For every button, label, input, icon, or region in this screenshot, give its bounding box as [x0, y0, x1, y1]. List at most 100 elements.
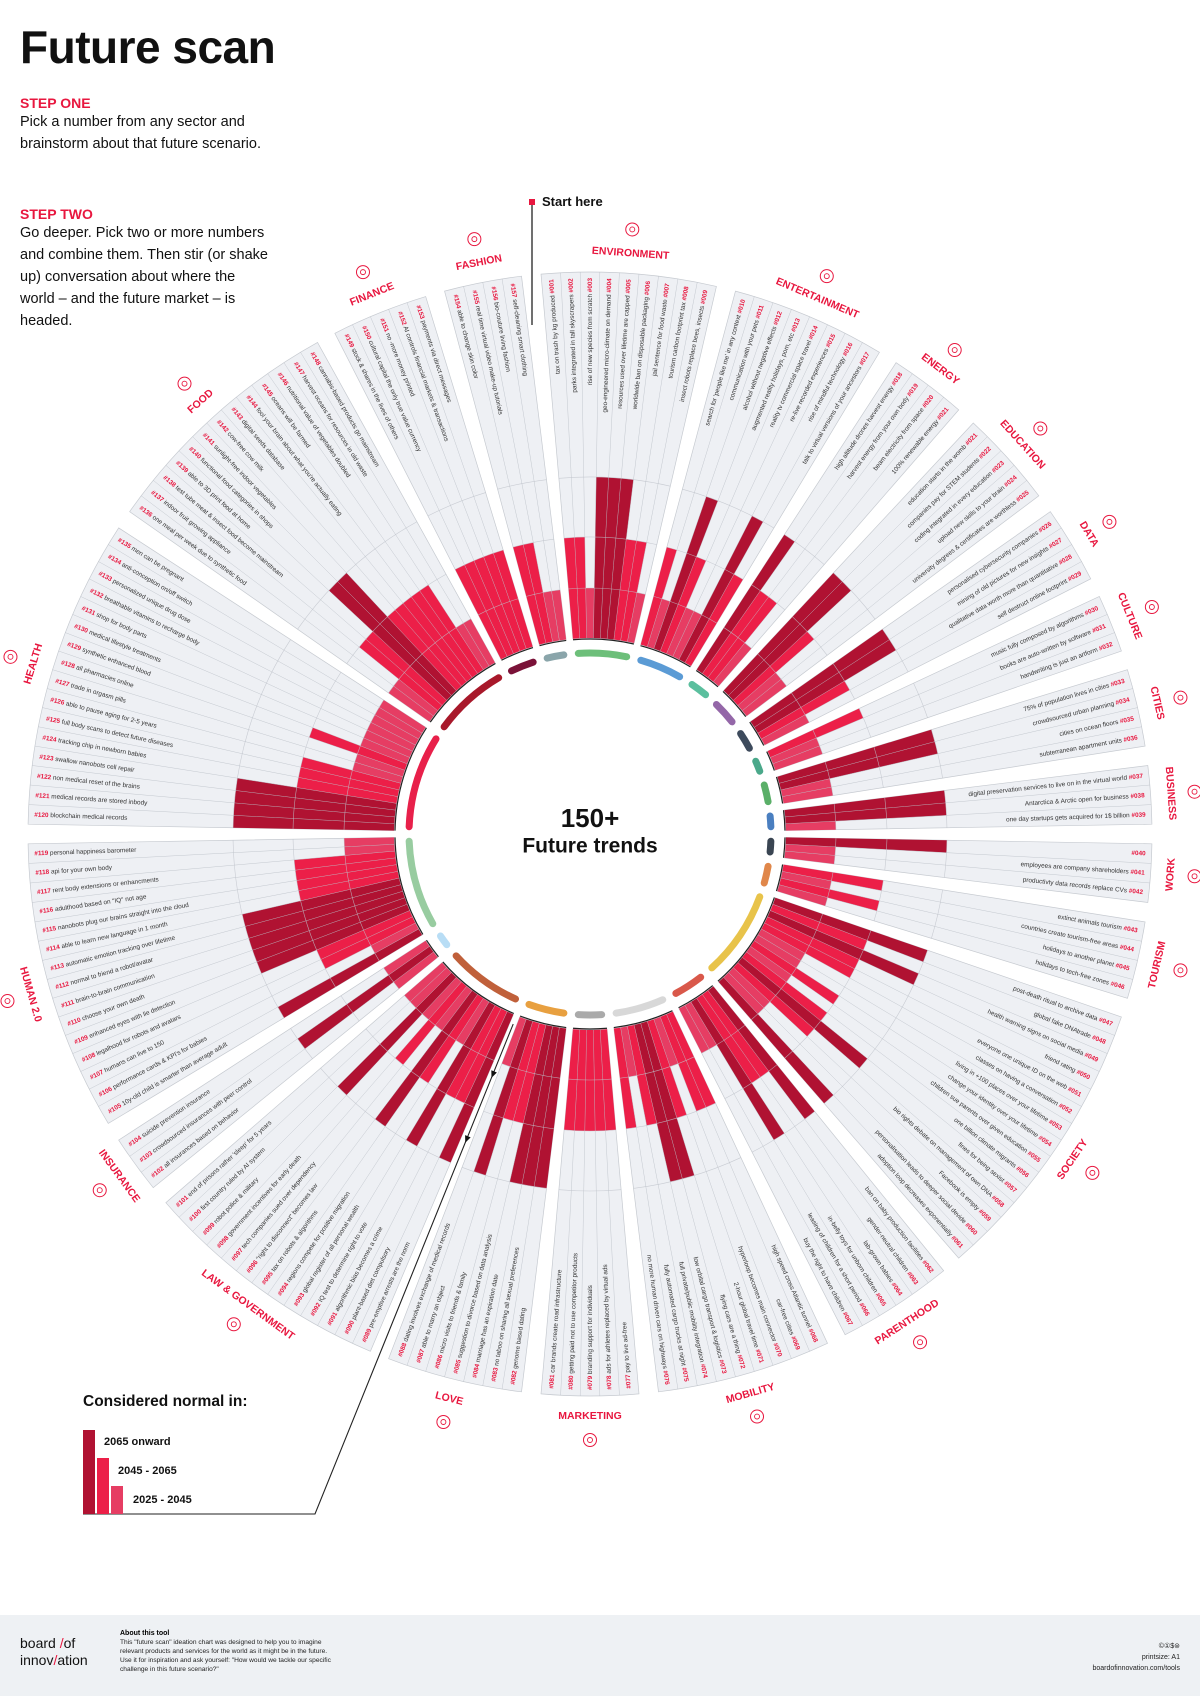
slot-divider — [600, 1029, 620, 1396]
slot-divider — [236, 397, 467, 682]
ring-line — [297, 521, 418, 630]
trend-bar-149 — [455, 564, 508, 660]
center-subtitle: Future trends — [522, 835, 657, 858]
trend-number: #153 — [415, 304, 426, 320]
slot-divider — [779, 688, 1133, 784]
sector-base-line — [695, 669, 719, 688]
trend-bar-121 — [233, 802, 395, 824]
trend-text: getting paid not to use competitor produ… — [568, 1253, 579, 1374]
ring-line — [320, 1068, 451, 1163]
trend-label: #040 — [1131, 849, 1146, 857]
slot-divider — [283, 998, 484, 1306]
trend-number: #083 — [490, 1367, 499, 1383]
slot-divider — [463, 286, 547, 644]
slot-divider — [733, 450, 1002, 701]
trend-number: #151 — [378, 317, 390, 333]
slot-divider — [767, 916, 1100, 1072]
ring-line — [784, 930, 872, 1059]
trend-bar-109 — [256, 904, 410, 974]
trend-number: #009 — [699, 289, 709, 305]
sector-background — [27, 527, 427, 831]
trend-bar-095 — [375, 990, 478, 1127]
slot-divider — [89, 922, 416, 1090]
ring-line — [513, 538, 554, 548]
slot-divider — [613, 276, 659, 640]
ring-line — [824, 950, 928, 1104]
sector-color-arc — [672, 973, 705, 997]
slot-divider — [579, 272, 587, 639]
car-icon — [750, 1409, 765, 1424]
trend-bar-131 — [363, 730, 413, 758]
trend-number: #130 — [73, 622, 89, 634]
trend-number: #152 — [397, 310, 409, 326]
sector-human-2-0: #105 10y-old child is smarter than avera… — [0, 837, 437, 1124]
trend-label: #078 ads for athletes replaced by virtua… — [602, 1264, 613, 1390]
trend-number: #125 — [45, 715, 61, 725]
slot-divider — [620, 278, 679, 641]
trend-text: pay to live ad-free — [621, 1321, 632, 1373]
trend-bar-074 — [627, 1024, 657, 1126]
trend-bar-014 — [666, 607, 694, 657]
trend-bar-023 — [733, 631, 815, 706]
sector-color-arc — [452, 952, 520, 1003]
trend-bar-136 — [388, 685, 434, 722]
trend-number: #039 — [1131, 811, 1146, 819]
trend-bar-012 — [653, 496, 718, 652]
slot-divider — [746, 951, 1039, 1173]
footer-url[interactable]: boardofinnovation.com/tools — [1092, 1665, 1180, 1672]
trend-bar-063 — [702, 990, 769, 1078]
baby-stroller-icon — [913, 1335, 928, 1350]
trend-bar-061 — [718, 977, 834, 1104]
slot-divider — [653, 1019, 774, 1366]
trend-number: #011 — [754, 304, 765, 320]
slot-divider — [647, 1021, 755, 1372]
trend-number: #036 — [1123, 734, 1139, 743]
trend-bar-144 — [403, 596, 473, 682]
sector-base-line — [678, 985, 714, 1009]
printsize: printsize: A1 — [1141, 1654, 1180, 1661]
slot-divider — [47, 688, 401, 784]
ring-line — [884, 797, 888, 829]
trend-bar-108 — [316, 910, 413, 960]
trend-number: #078 — [605, 1375, 613, 1390]
board-of-innovation-logo: board /of innov/ation — [20, 1635, 88, 1668]
trend-bar-135 — [379, 700, 426, 734]
sector-base-line — [442, 961, 515, 1015]
trend-bar-015 — [672, 611, 702, 660]
slot-divider — [772, 904, 1115, 1036]
money-icon — [355, 265, 370, 280]
trend-bar-114 — [298, 871, 400, 901]
graduation-cap-icon — [1033, 421, 1048, 436]
trend-bar-134 — [374, 707, 422, 739]
slot-divider — [742, 957, 1027, 1188]
trend-number: #046 — [1110, 980, 1126, 991]
slot-divider — [28, 804, 395, 824]
human-head-icon — [0, 994, 15, 1009]
slot-divider — [72, 910, 410, 1054]
trend-bar-031 — [770, 737, 820, 764]
trend-bar-093 — [456, 998, 490, 1045]
sector-color-arc — [688, 680, 710, 699]
legend-pointer-line — [83, 1023, 514, 1515]
sector-cities: 75% of population lives in cities #033cr… — [760, 669, 1188, 806]
about-text: This "future scan" ideation chart was de… — [120, 1639, 331, 1673]
trend-label: #079 branding support for individuals — [587, 1285, 594, 1390]
sector-marketing: #077 pay to live ad-free #078 ads for ath… — [540, 1011, 640, 1447]
sector-base-line — [425, 939, 439, 958]
trend-bar-118 — [344, 844, 395, 856]
sector-base-line — [717, 897, 775, 982]
trend-label: #119 personal happiness barometer — [34, 846, 137, 857]
trend-number: #129 — [66, 641, 82, 653]
ring-line — [792, 616, 828, 656]
slot-divider — [251, 385, 473, 678]
trend-label: rise of new species from scratch #003 — [587, 278, 594, 386]
sector-title: HUMAN 2.0 — [17, 966, 44, 1024]
sector-base-line — [766, 751, 775, 771]
trend-bar-103 — [297, 946, 434, 1049]
trend-bar-027 — [754, 639, 897, 734]
slot-divider — [65, 632, 408, 764]
legend-title: Considered normal in: — [83, 1393, 248, 1410]
page-title: Future scan — [20, 21, 276, 73]
trend-bar-080 — [574, 1029, 587, 1131]
trend-number: #123 — [39, 753, 54, 762]
